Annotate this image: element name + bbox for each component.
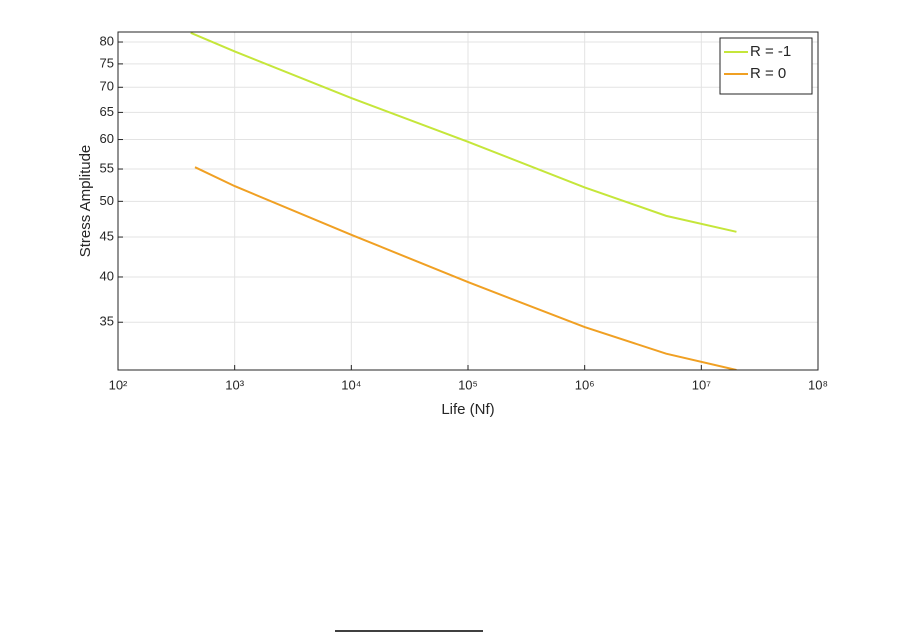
y-tick-label: 70 <box>100 79 114 94</box>
y-tick-label: 40 <box>100 268 114 283</box>
legend-box <box>719 37 813 95</box>
x-tick-label: 10⁶ <box>575 377 595 392</box>
x-tick-label: 10³ <box>225 377 244 392</box>
y-tick-label: 75 <box>100 55 114 70</box>
series-line <box>194 166 737 370</box>
legend-label: R = -1 <box>750 43 791 60</box>
legend-label: R = 0 <box>750 65 786 82</box>
x-axis-label: Life (Nf) <box>441 401 494 418</box>
x-tick-label: 10⁴ <box>341 377 361 392</box>
x-tick-label: 10² <box>109 377 128 392</box>
y-tick-label: 35 <box>100 314 114 329</box>
y-tick-label: 60 <box>100 131 114 146</box>
y-tick-label: 80 <box>100 33 114 48</box>
x-tick-label: 10⁸ <box>808 377 828 392</box>
x-tick-label: 10⁷ <box>692 377 711 392</box>
y-tick-label: 55 <box>100 160 114 175</box>
x-tick-label: 10⁵ <box>458 377 478 392</box>
series-line <box>190 32 737 233</box>
y-tick-label: 50 <box>100 193 114 208</box>
y-tick-label: 65 <box>100 104 114 119</box>
y-axis-label: Stress Amplitude <box>77 145 94 258</box>
y-tick-label: 45 <box>100 228 114 243</box>
